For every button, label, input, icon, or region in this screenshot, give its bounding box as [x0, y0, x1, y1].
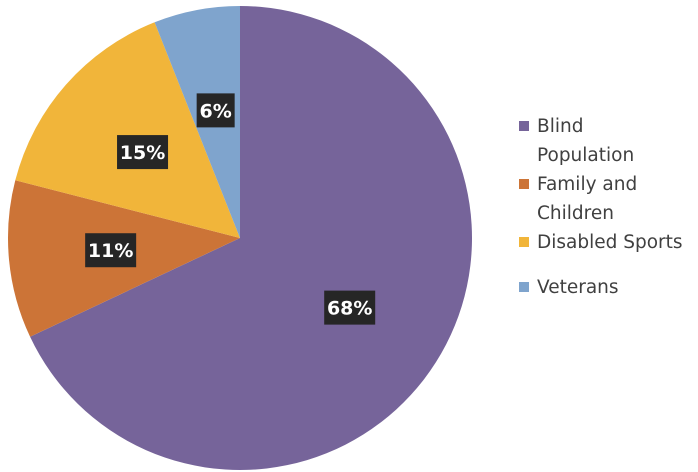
data-label-disabled-sports: 15% — [117, 135, 169, 170]
legend-swatch — [519, 282, 529, 292]
data-label-text: 68% — [327, 298, 372, 320]
legend-label: Blind Population — [537, 116, 635, 166]
pie-slice-disabled-sports — [15, 22, 240, 238]
legend-swatch — [519, 179, 529, 189]
pie-data-labels: 68% 11% 15% 6% — [85, 93, 376, 325]
data-label-background — [85, 233, 137, 268]
legend-label: Family and Children — [537, 174, 638, 224]
legend: Blind Population Family and Children Dis… — [519, 112, 698, 302]
data-label-family-and-children: 11% — [85, 233, 137, 268]
data-label-text: 6% — [200, 100, 232, 122]
legend-item-family-and-children: Family and Children — [519, 170, 698, 228]
legend-item-disabled-sports: Disabled Sports — [519, 228, 698, 257]
legend-swatch — [519, 121, 529, 131]
data-label-veterans: 6% — [196, 93, 235, 128]
pie-slice-blind-population — [30, 6, 473, 471]
data-label-background — [196, 93, 235, 128]
data-label-blind-population: 68% — [324, 290, 376, 325]
legend-item-blind-population: Blind Population — [519, 112, 698, 170]
legend-label: Veterans — [537, 277, 619, 298]
legend-label: Disabled Sports — [537, 232, 683, 253]
data-label-background — [117, 135, 169, 170]
data-label-text: 15% — [120, 142, 165, 164]
legend-item-veterans: Veterans — [519, 273, 698, 302]
legend-swatch — [519, 237, 529, 247]
pie-chart: 68% 11% 15% 6% — [7, 6, 473, 471]
data-label-background — [324, 290, 376, 325]
pie-slices — [7, 6, 473, 471]
data-label-text: 11% — [88, 240, 133, 262]
